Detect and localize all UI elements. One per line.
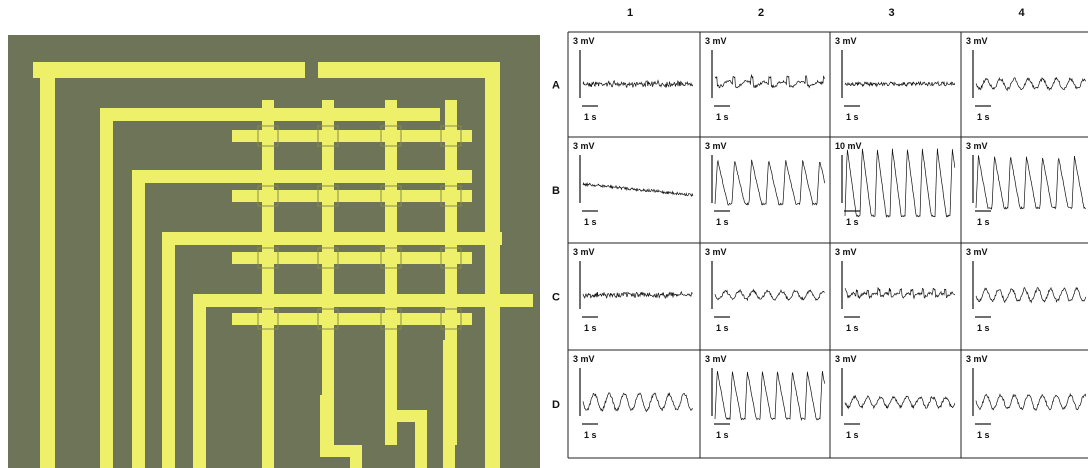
electrode-lead — [262, 100, 274, 445]
scale-label: 3 mV — [573, 141, 595, 151]
voltage-trace — [583, 183, 693, 196]
figure: 1 2 3 4 A 3 mV 1 s 3 mV 1 s 3 mV 1 s 3 mV 1 s B 3 mV 1 … — [0, 0, 1088, 468]
voltage-trace — [976, 394, 1086, 410]
voltage-trace — [715, 160, 825, 205]
voltage-trace — [845, 288, 955, 299]
electrode-lead — [193, 294, 533, 307]
scale-label: 3 mV — [705, 36, 727, 46]
scale-label: 3 mV — [835, 247, 857, 257]
electrode-lead — [415, 410, 427, 468]
scale-label: 3 mV — [705, 247, 727, 257]
electrode-lead — [100, 108, 113, 468]
voltage-trace — [976, 78, 1086, 91]
time-label: 1 s — [584, 217, 597, 227]
row-label: A — [552, 80, 560, 92]
voltage-trace — [845, 82, 955, 87]
column-label: 3 — [888, 7, 894, 19]
electrode-lead — [193, 294, 206, 468]
electrode-lead — [162, 232, 175, 468]
column-label: 1 — [627, 7, 633, 19]
electrode-lead — [262, 430, 274, 468]
scale-label: 3 mV — [966, 141, 988, 151]
column-label: 4 — [1018, 7, 1025, 19]
electrode-lead — [350, 445, 362, 468]
voltage-trace — [583, 292, 693, 298]
electrode-lead — [318, 62, 500, 78]
electrode-lead — [485, 62, 500, 468]
scale-label: 3 mV — [705, 141, 727, 151]
electrode-lead — [322, 100, 334, 445]
voltage-trace — [715, 290, 825, 301]
row-label: D — [552, 399, 560, 411]
electrode-lead — [40, 62, 55, 468]
scale-label: 10 mV — [835, 141, 862, 151]
time-label: 1 s — [716, 430, 729, 440]
row-label: C — [552, 292, 560, 304]
time-label: 1 s — [846, 217, 859, 227]
time-label: 1 s — [584, 112, 597, 122]
scale-label: 3 mV — [835, 354, 857, 364]
scale-label: 3 mV — [705, 354, 727, 364]
time-label: 1 s — [977, 112, 990, 122]
voltage-trace — [715, 75, 825, 88]
electrode-lead — [132, 170, 145, 468]
voltage-trace — [583, 393, 693, 412]
electrode-lead — [443, 340, 455, 468]
time-label: 1 s — [846, 430, 859, 440]
time-label: 1 s — [716, 112, 729, 122]
time-label: 1 s — [584, 323, 597, 333]
voltage-trace — [845, 396, 955, 409]
time-label: 1 s — [716, 217, 729, 227]
scale-label: 3 mV — [966, 354, 988, 364]
time-label: 1 s — [716, 323, 729, 333]
time-label: 1 s — [977, 217, 990, 227]
row-label: B — [552, 185, 560, 197]
electrode-lead — [132, 170, 472, 183]
voltage-trace — [845, 149, 955, 217]
voltage-trace — [976, 288, 1086, 303]
recording-grid: 1 2 3 4 A 3 mV 1 s 3 mV 1 s 3 mV 1 s 3 mV 1 s B 3 mV 1 … — [552, 7, 1088, 458]
time-label: 1 s — [584, 430, 597, 440]
scale-label: 3 mV — [966, 36, 988, 46]
voltage-trace — [583, 81, 693, 88]
scale-label: 3 mV — [966, 247, 988, 257]
time-label: 1 s — [846, 112, 859, 122]
scale-label: 3 mV — [573, 247, 595, 257]
time-label: 1 s — [977, 430, 990, 440]
column-label: 2 — [758, 7, 764, 19]
time-label: 1 s — [977, 323, 990, 333]
scale-label: 3 mV — [835, 36, 857, 46]
scale-label: 3 mV — [573, 36, 595, 46]
time-label: 1 s — [846, 323, 859, 333]
scale-label: 3 mV — [573, 354, 595, 364]
electrode-lead — [33, 62, 305, 78]
voltage-trace — [715, 371, 825, 420]
voltage-trace — [976, 155, 1086, 209]
